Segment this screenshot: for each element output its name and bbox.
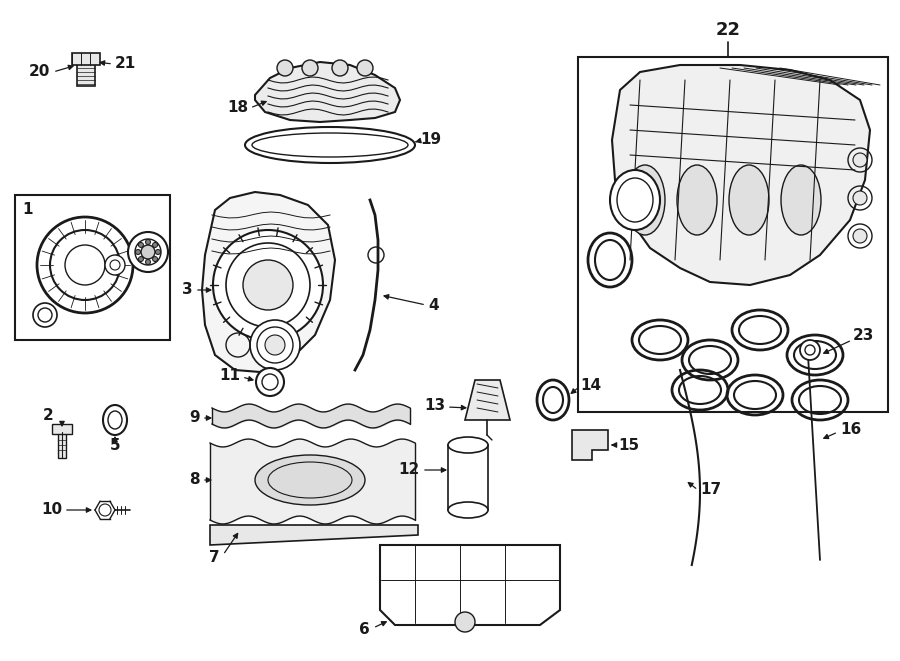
Text: 16: 16: [840, 422, 861, 438]
Ellipse shape: [448, 437, 488, 453]
Bar: [58, 430, 66, 458]
Text: 19: 19: [420, 132, 441, 147]
Circle shape: [250, 320, 300, 370]
Bar: [52, 424, 72, 434]
Bar: [15, 195, 170, 340]
Text: 13: 13: [424, 397, 445, 412]
Circle shape: [800, 340, 820, 360]
Circle shape: [243, 260, 293, 310]
Text: 18: 18: [227, 100, 248, 116]
Ellipse shape: [537, 380, 569, 420]
Text: 11: 11: [219, 368, 240, 383]
Ellipse shape: [245, 127, 415, 163]
Text: 10: 10: [40, 502, 62, 518]
Text: 20: 20: [29, 65, 50, 79]
Circle shape: [853, 229, 867, 243]
Circle shape: [141, 245, 155, 259]
Polygon shape: [572, 430, 608, 460]
Ellipse shape: [610, 170, 660, 230]
Text: 6: 6: [359, 623, 370, 637]
Text: 21: 21: [115, 56, 136, 71]
Polygon shape: [465, 380, 510, 420]
Ellipse shape: [781, 165, 821, 235]
Circle shape: [146, 260, 150, 264]
Ellipse shape: [729, 165, 769, 235]
Circle shape: [455, 612, 475, 632]
Text: 1: 1: [22, 202, 32, 217]
Circle shape: [256, 368, 284, 396]
Circle shape: [136, 249, 140, 254]
Circle shape: [213, 230, 323, 340]
Text: 23: 23: [853, 327, 875, 342]
Circle shape: [37, 217, 133, 313]
Circle shape: [853, 153, 867, 167]
Polygon shape: [612, 65, 870, 285]
Circle shape: [139, 243, 143, 247]
Circle shape: [357, 60, 373, 76]
Ellipse shape: [677, 165, 717, 235]
Ellipse shape: [625, 165, 665, 235]
Ellipse shape: [255, 455, 365, 505]
Text: 7: 7: [210, 551, 220, 566]
Polygon shape: [202, 192, 335, 372]
Text: 12: 12: [399, 463, 420, 477]
Ellipse shape: [448, 502, 488, 518]
Polygon shape: [380, 545, 560, 625]
Text: 14: 14: [580, 377, 601, 393]
Bar: [77, 58, 95, 86]
Text: 22: 22: [716, 21, 741, 39]
Text: 15: 15: [618, 438, 639, 453]
Text: 2: 2: [42, 407, 53, 422]
Circle shape: [146, 239, 150, 245]
Circle shape: [128, 232, 168, 272]
Circle shape: [332, 60, 348, 76]
Circle shape: [156, 249, 160, 254]
Bar: [578, 57, 888, 412]
Text: 3: 3: [183, 282, 193, 297]
Polygon shape: [255, 62, 400, 122]
Text: 17: 17: [700, 483, 721, 498]
Circle shape: [277, 60, 293, 76]
Text: 4: 4: [428, 297, 438, 313]
Polygon shape: [210, 525, 418, 545]
Circle shape: [139, 256, 143, 262]
Text: 8: 8: [189, 473, 200, 488]
Circle shape: [265, 335, 285, 355]
Circle shape: [153, 243, 157, 247]
Text: 9: 9: [189, 410, 200, 426]
Ellipse shape: [103, 405, 127, 435]
Text: 5: 5: [110, 438, 121, 453]
Circle shape: [302, 60, 318, 76]
Circle shape: [105, 255, 125, 275]
Bar: [72, 53, 100, 65]
Bar: [448, 445, 488, 510]
Circle shape: [853, 191, 867, 205]
Circle shape: [153, 256, 157, 262]
